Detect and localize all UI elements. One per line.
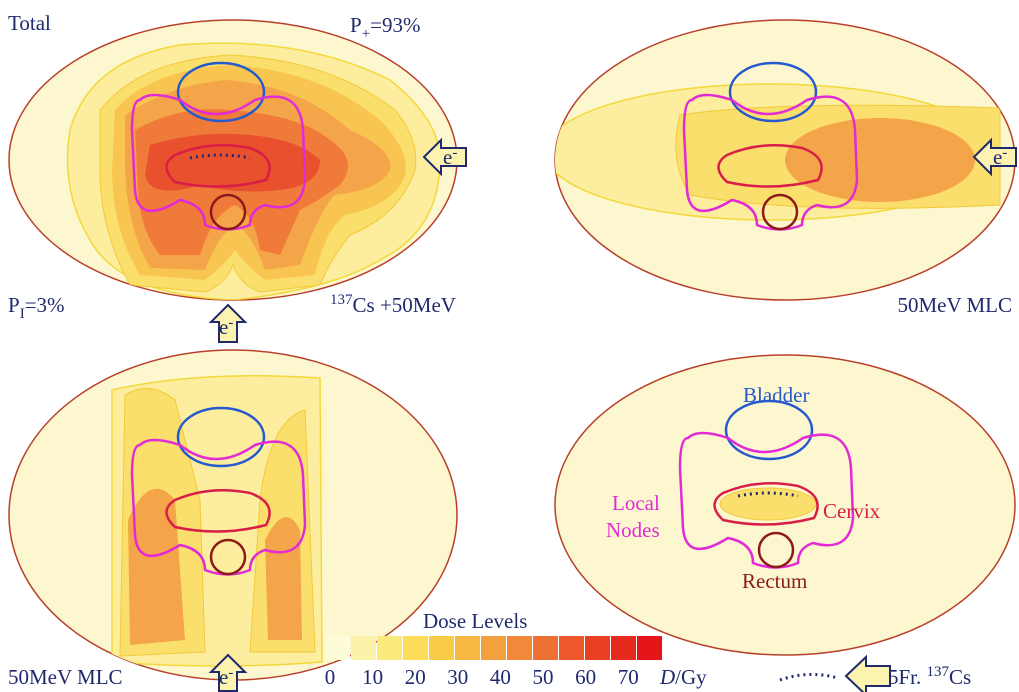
color-swatch: [429, 636, 454, 660]
colorbar-tick: 0: [325, 665, 336, 689]
color-swatch: [481, 636, 506, 660]
electron-symbol: e: [219, 315, 228, 339]
panel-title: Total: [8, 11, 51, 35]
electron-charge: -: [228, 315, 233, 331]
electron-symbol: e: [219, 665, 228, 689]
color-swatch: [637, 636, 662, 660]
panel-caption: 50MeV MLC: [8, 665, 123, 689]
electron-charge: -: [1002, 145, 1007, 161]
color-swatch: [351, 636, 376, 660]
colorbar-tick: 50: [533, 665, 554, 689]
dose-contours: [112, 376, 322, 666]
page: Total P+=93% PI=3% 137Cs +50MeV 50MeV ML…: [0, 0, 1019, 692]
structure-label: Local: [612, 491, 660, 515]
colorbar-tick: 60: [575, 665, 596, 689]
legend-title: Dose Levels: [423, 609, 527, 633]
structure-label: Nodes: [606, 518, 660, 542]
colorbar: 0 10 20 30 40 50 60 70: [325, 636, 662, 689]
source-path: [780, 674, 838, 680]
colorbar-tick: 30: [447, 665, 468, 689]
structure-label: Cervix: [823, 499, 881, 523]
panel-caption: 50MeV MLC: [897, 293, 1012, 317]
color-swatch: [611, 636, 636, 660]
color-swatch: [377, 636, 402, 660]
probability: PI=3%: [8, 293, 65, 322]
color-swatch: [559, 636, 584, 660]
color-swatch: [585, 636, 610, 660]
colorbar-tick: 70: [618, 665, 639, 689]
colorbar-tick: 40: [490, 665, 511, 689]
panel-mlc-lateral: [545, 20, 1016, 300]
color-swatch: [403, 636, 428, 660]
figure: Total P+=93% PI=3% 137Cs +50MeV 50MeV ML…: [0, 0, 1019, 692]
colorbar-tick: 10: [362, 665, 383, 689]
color-swatch: [507, 636, 532, 660]
electron-charge: -: [452, 145, 457, 161]
electron-charge: -: [228, 665, 233, 681]
color-swatch: [455, 636, 480, 660]
electron-symbol: e: [443, 145, 452, 169]
source-arrow: [846, 657, 890, 692]
color-swatch: [533, 636, 558, 660]
structure-label: Rectum: [742, 569, 807, 593]
electron-symbol: e: [993, 145, 1002, 169]
colorbar-tick: 20: [405, 665, 426, 689]
legend-unit: D/Gy: [659, 665, 707, 689]
source-label: 5Fr. 137Cs: [888, 664, 971, 689]
probability: P+=93%: [350, 13, 421, 42]
dose-contours: [545, 84, 1000, 220]
color-swatch: [325, 636, 350, 660]
panel-caption: 137Cs +50MeV: [330, 292, 456, 317]
structure-label: Bladder: [743, 383, 809, 407]
